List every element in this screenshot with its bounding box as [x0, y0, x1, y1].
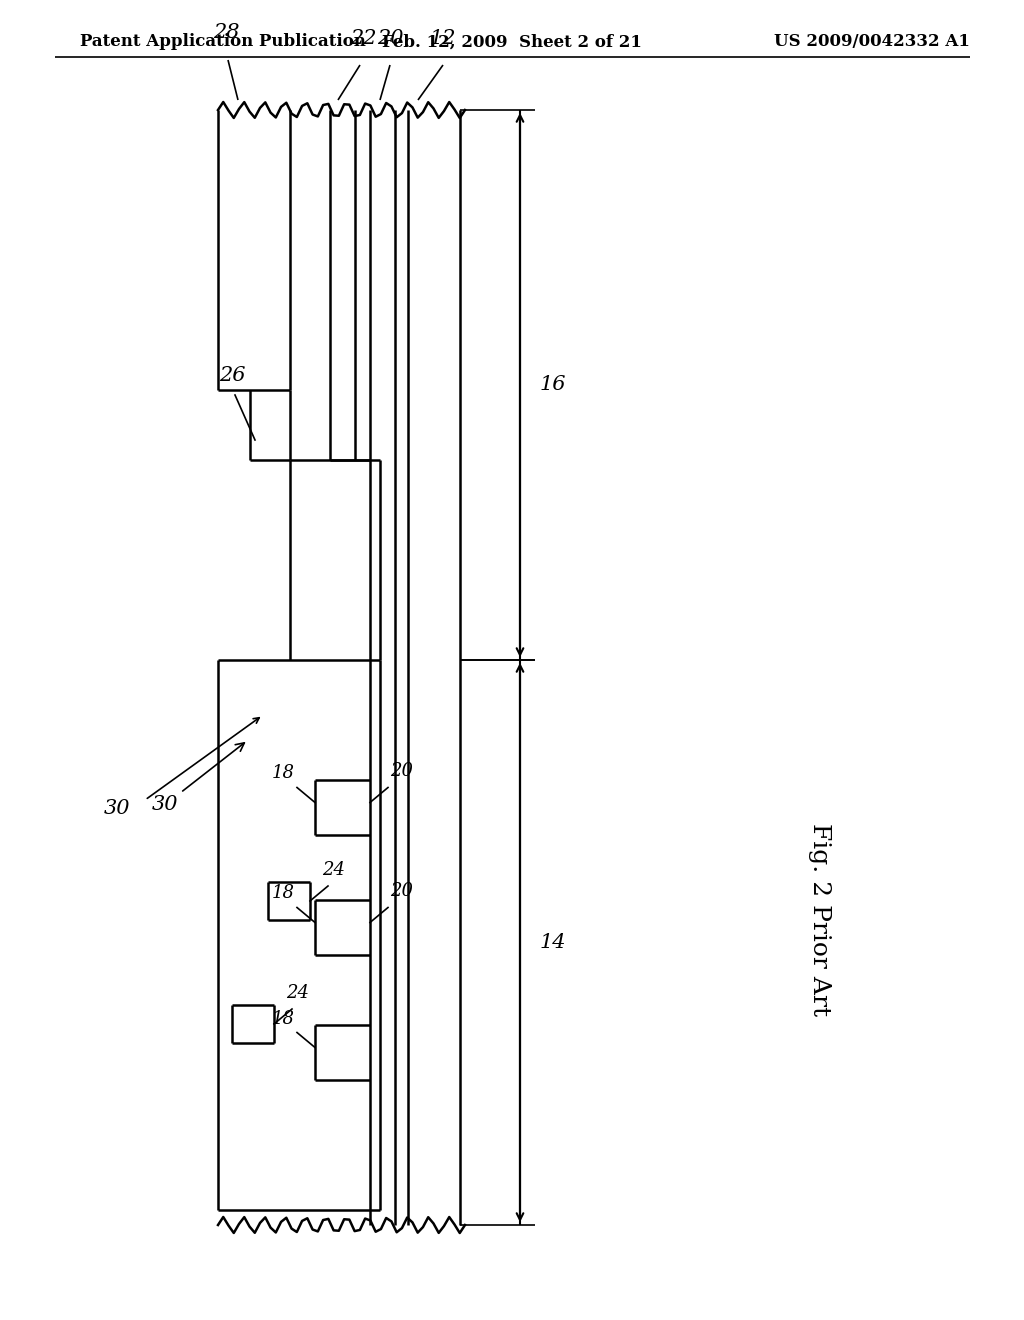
Text: Feb. 12, 2009  Sheet 2 of 21: Feb. 12, 2009 Sheet 2 of 21 [382, 33, 642, 50]
Text: 30: 30 [103, 799, 130, 817]
Text: 16: 16 [540, 375, 566, 395]
Text: 22: 22 [350, 29, 376, 48]
Text: 24: 24 [322, 861, 345, 879]
Text: 24: 24 [286, 983, 309, 1002]
Text: 30: 30 [152, 743, 245, 814]
Text: Patent Application Publication: Patent Application Publication [80, 33, 366, 50]
Text: 26: 26 [219, 366, 246, 385]
Text: 14: 14 [540, 933, 566, 952]
Text: 18: 18 [272, 1010, 295, 1027]
Text: 12: 12 [430, 29, 457, 48]
Text: 18: 18 [272, 884, 295, 903]
Text: 18: 18 [272, 764, 295, 783]
Text: Fig. 2 Prior Art: Fig. 2 Prior Art [809, 824, 831, 1016]
Text: 20: 20 [390, 882, 413, 899]
Text: US 2009/0042332 A1: US 2009/0042332 A1 [774, 33, 970, 50]
Text: 20: 20 [377, 29, 403, 48]
Text: 20: 20 [390, 762, 413, 780]
Text: 28: 28 [213, 22, 240, 42]
